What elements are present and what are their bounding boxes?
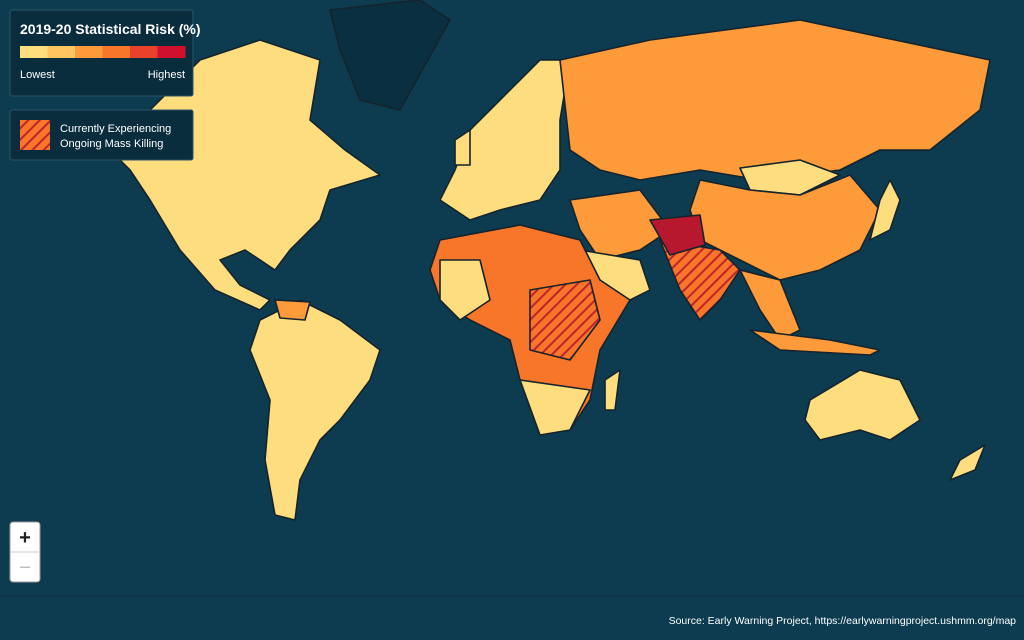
india	[659, 239, 741, 321]
scale-swatch	[130, 46, 158, 58]
source-note: Source: Early Warning Project, https://e…	[669, 615, 1017, 627]
hatch-swatch	[20, 120, 50, 150]
japan	[869, 179, 901, 241]
low-label: Lowest	[20, 69, 55, 81]
zoom-out[interactable]: −	[19, 557, 31, 579]
scale-swatch	[102, 46, 131, 58]
scale-swatch	[157, 46, 186, 58]
middle-east	[569, 189, 671, 261]
afghanistan	[649, 214, 706, 256]
scale-swatch	[47, 46, 76, 58]
scale-swatch	[20, 46, 48, 58]
zoom-control: + −	[9, 521, 41, 583]
greenland	[329, 0, 451, 111]
zoom-in[interactable]: +	[19, 527, 31, 549]
risk-legend: 2019-20 Statistical Risk (%) Lowest High…	[9, 9, 201, 97]
west-africa	[439, 259, 491, 321]
countries	[109, 0, 991, 521]
southern-africa	[519, 379, 591, 436]
russia	[559, 19, 991, 181]
indonesia	[749, 329, 881, 356]
legend-title: 2019-20 Statistical Risk (%)	[20, 21, 201, 37]
legend-panel	[9, 109, 194, 161]
north-america	[109, 39, 381, 311]
australia	[804, 369, 921, 441]
south-america	[249, 299, 381, 521]
venezuela	[274, 299, 311, 321]
hatch-label: Ongoing Mass Killing	[60, 138, 163, 150]
color-scale	[20, 46, 186, 58]
hatch-legend: Currently Experiencing Ongoing Mass Kill…	[9, 109, 194, 161]
hatch-label: Currently Experiencing	[60, 123, 171, 135]
mongolia	[739, 159, 841, 196]
high-label: Highest	[148, 69, 185, 81]
scale-swatch	[75, 46, 103, 58]
new-zealand	[949, 444, 986, 481]
madagascar	[604, 369, 621, 411]
uk	[454, 129, 471, 166]
central-africa	[529, 279, 601, 361]
